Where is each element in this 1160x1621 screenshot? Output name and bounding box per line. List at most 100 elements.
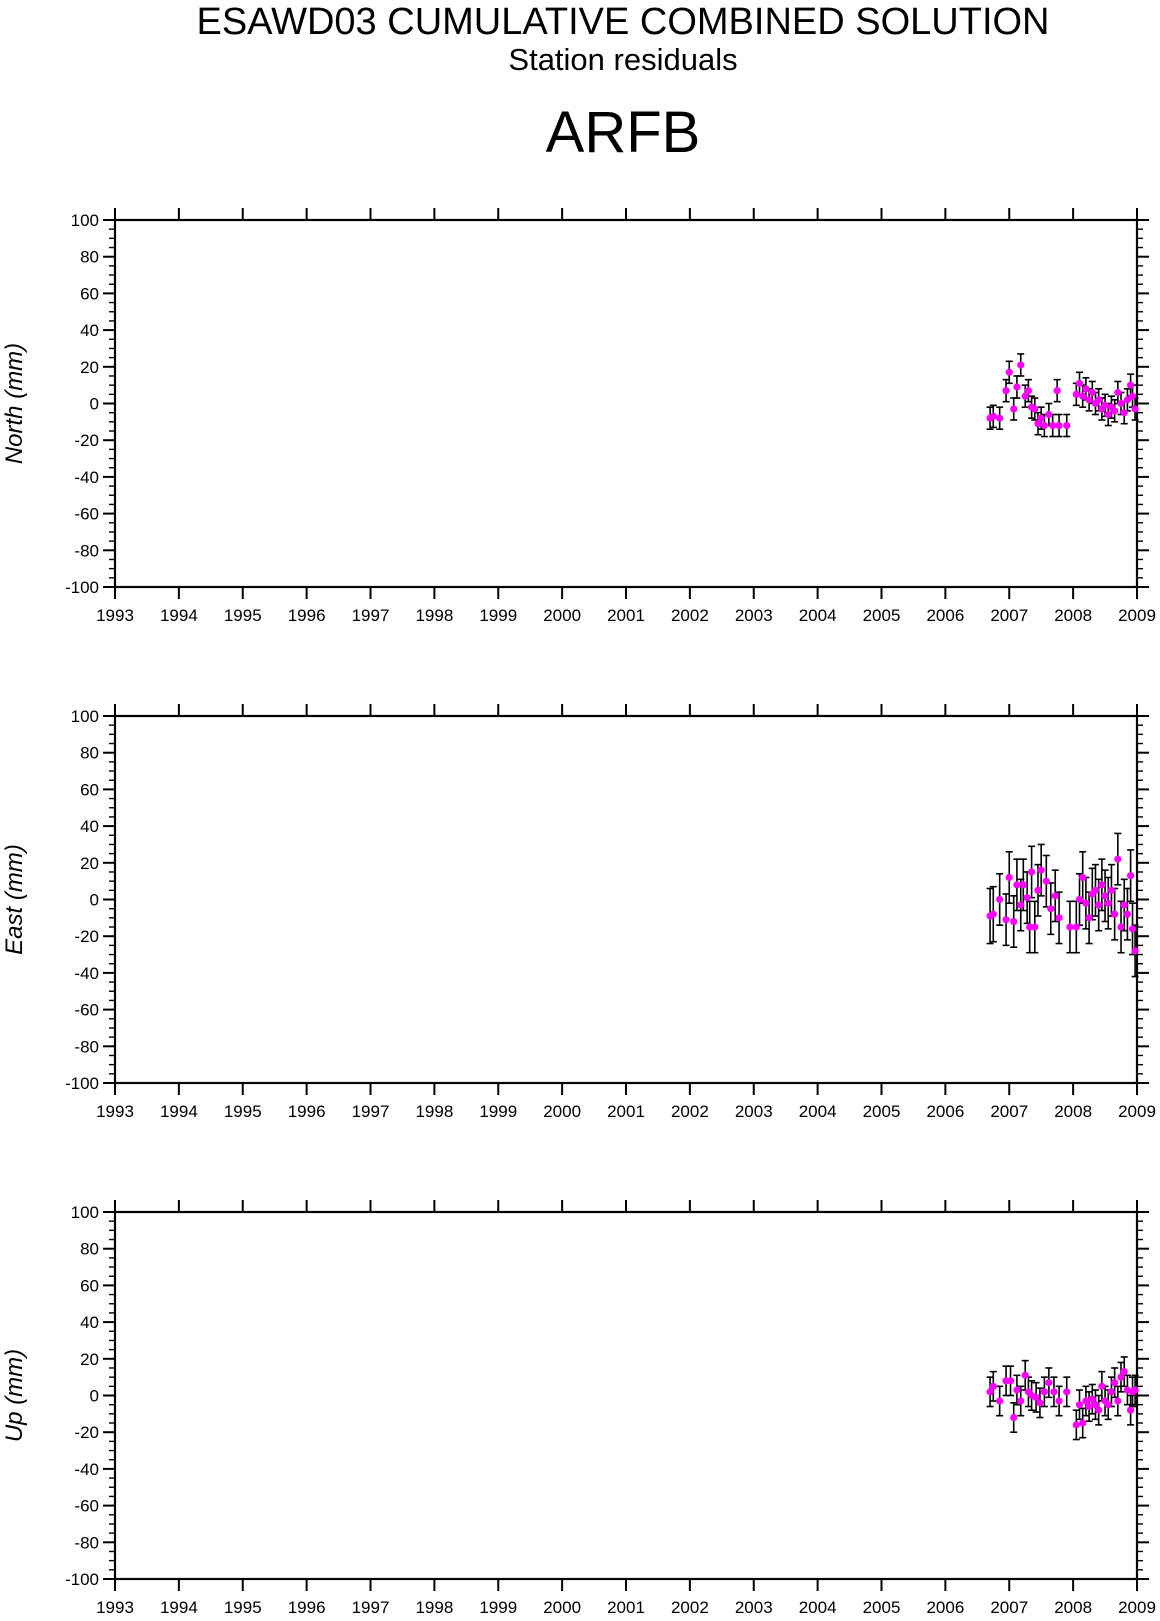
data-point [1079,1419,1087,1427]
data-point [1013,1386,1021,1394]
x-tick-label: 1993 [96,1598,134,1617]
y-tick-label: 60 [80,284,99,303]
y-tick-label: 100 [71,707,99,726]
x-tick-label: 1997 [352,1102,390,1121]
data-point [1107,886,1116,894]
x-tick-label: 2003 [735,1598,773,1617]
data-point [1013,383,1021,391]
y-tick-label: -80 [74,1533,99,1552]
x-tick-label: 1994 [160,1598,198,1617]
data-point [1082,899,1090,907]
data-point [1047,905,1055,913]
y-axis-label: North (mm) [1,343,28,464]
data-point [1042,877,1050,885]
y-axis-label: Up (mm) [1,1349,28,1442]
data-point [1127,872,1135,880]
data-point [1021,392,1029,400]
data-point [1050,1388,1058,1396]
data-point [1111,910,1119,918]
data-point [1045,1379,1053,1387]
y-tick-label: 0 [90,395,99,414]
x-tick-label: 1999 [479,1102,517,1121]
data-point [1063,1388,1071,1396]
y-tick-label: 60 [80,780,99,799]
data-point [1031,923,1039,931]
data-point [1045,410,1053,419]
data-point [1123,396,1132,404]
data-point [1117,1373,1125,1381]
x-tick-label: 2004 [799,1598,837,1617]
y-tick-label: -100 [65,1074,99,1093]
data-point [996,1397,1004,1405]
y-tick-label: 40 [80,321,99,340]
y-tick-label: 40 [80,817,99,836]
data-point [1104,410,1112,419]
data-point [1082,385,1090,393]
data-point [1066,923,1074,931]
data-point [1082,1397,1090,1405]
data-point [1104,1401,1112,1409]
y-tick-label: 0 [90,891,99,910]
data-point [1072,1421,1080,1429]
up-panel: 100 80 60 40 20 0 -20 -40 -60 -80 -100 1993 1994 1995… [1,1200,1156,1617]
data-point [1040,1388,1048,1396]
data-point [1017,361,1025,369]
plot-frame [113,714,1139,1085]
data-point [1072,923,1080,931]
data-point [1002,387,1010,395]
x-tick-label: 2009 [1118,606,1156,625]
x-tick-label: 1999 [479,1598,517,1617]
x-tick-label: 2002 [671,1598,709,1617]
data-point [1098,1382,1106,1390]
y-tick-label: -40 [74,468,99,487]
y-tick-label: -60 [74,1001,99,1020]
data-point [1026,923,1034,931]
data-point [1036,1399,1044,1407]
y-tick-label: 40 [80,1313,99,1332]
data-point [996,895,1004,904]
data-point [986,1388,994,1396]
y-tick-label: 80 [80,744,99,763]
x-tick-label: 2005 [863,606,901,625]
x-tick-label: 1995 [224,606,262,625]
data-point [1031,405,1039,413]
data-point [1072,390,1080,398]
x-tick-label: 2009 [1118,1102,1156,1121]
x-tick-label: 1993 [96,606,134,625]
data-point [1095,1406,1103,1414]
data-point [1131,947,1139,955]
x-tick-label: 2008 [1054,1598,1092,1617]
x-tick-label: 1998 [415,1102,453,1121]
x-tick-label: 1997 [352,1598,390,1617]
x-tick-label: 1995 [224,1598,262,1617]
data-point [1024,387,1033,395]
data-point [989,412,997,420]
x-tick-label: 1995 [224,1102,262,1121]
y-tick-label: -80 [74,541,99,560]
data-point [1111,407,1119,415]
data-point [1128,925,1137,933]
data-point [1055,914,1063,922]
y-tick-label: 100 [71,211,99,230]
data-point [1095,901,1103,909]
data-point [1034,886,1042,894]
plot-frame [113,218,1139,589]
y-tick-label: 80 [80,248,99,267]
x-tick-label: 2001 [607,1102,645,1121]
data-point [1049,421,1057,430]
data-point [1085,1402,1093,1411]
figure-subtitle: Station residuals [508,42,737,77]
data-point [1111,1379,1119,1387]
east-panel: 100 80 60 40 20 0 -20 -40 -60 -80 -100 1993 1994 1995… [1,704,1156,1121]
data-point [1104,899,1112,907]
x-tick-label: 1998 [415,606,453,625]
x-tick-label: 2008 [1054,1102,1092,1121]
x-tick-label: 2003 [735,1102,773,1121]
x-tick-label: 1997 [352,606,390,625]
y-tick-label: 20 [80,358,99,377]
data-point [1023,894,1031,902]
x-tick-label: 2000 [543,1598,581,1617]
y-tick-label: -80 [74,1037,99,1056]
data-point [1107,1388,1116,1396]
